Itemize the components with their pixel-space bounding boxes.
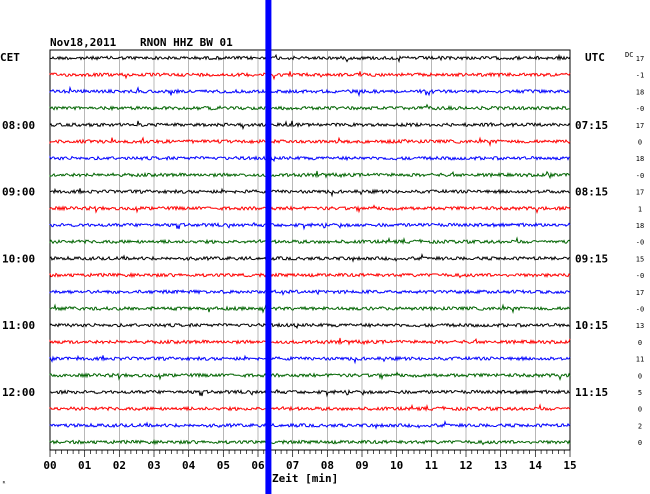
dc-value: -0 bbox=[636, 105, 644, 113]
dc-value: 0 bbox=[638, 406, 642, 414]
dc-value: 11 bbox=[636, 356, 644, 364]
plot-grid bbox=[49, 49, 571, 451]
left-time-label: 10:00 bbox=[2, 252, 35, 265]
dc-value: -1 bbox=[636, 72, 644, 80]
seismic-trace bbox=[49, 187, 571, 198]
x-tick-label: 06 bbox=[251, 459, 265, 472]
x-tick-label: 01 bbox=[78, 459, 92, 472]
right-time-label: 09:15 bbox=[575, 252, 608, 265]
dc-value: 2 bbox=[638, 422, 642, 430]
x-tick-label: 10 bbox=[390, 459, 403, 472]
seismic-trace bbox=[49, 136, 571, 147]
x-tick-label: 14 bbox=[529, 459, 543, 472]
seismic-trace bbox=[49, 155, 570, 163]
seismic-trace bbox=[49, 252, 571, 263]
x-tick-label: 12 bbox=[459, 459, 472, 472]
right-time-label: 11:15 bbox=[575, 386, 608, 399]
dc-offset-labels: 17 -1 18 -0 17 0 18 -0 17 1 18 -0 15 -0 17 -0 13 0 11 0 5 0 2 0 bbox=[636, 55, 644, 447]
seismic-trace bbox=[49, 337, 571, 346]
seismic-trace bbox=[49, 438, 571, 446]
seismic-trace bbox=[49, 302, 571, 314]
seismic-trace bbox=[49, 85, 571, 98]
seismic-trace bbox=[49, 53, 571, 64]
dc-value: -0 bbox=[636, 272, 644, 280]
dc-value: -0 bbox=[636, 306, 644, 314]
seismic-trace bbox=[49, 204, 571, 214]
corner-mark: ᴿ bbox=[2, 480, 6, 488]
right-time-label: 07:15 bbox=[575, 119, 608, 132]
time-marker bbox=[265, 0, 272, 494]
left-time-label: 12:00 bbox=[2, 386, 35, 399]
seismic-trace bbox=[49, 103, 571, 112]
seismic-trace bbox=[49, 271, 571, 279]
x-tick-label: 04 bbox=[182, 459, 196, 472]
trace-group bbox=[49, 53, 571, 446]
seismic-trace bbox=[49, 419, 571, 430]
x-tick-label: 05 bbox=[217, 459, 230, 472]
x-tick-label: 15 bbox=[563, 459, 576, 472]
x-axis: 00 01 02 03 04 05 06 07 08 09 10 11 12 13 14 15 bbox=[43, 450, 577, 472]
x-tick-label: 11 bbox=[425, 459, 439, 472]
seismic-trace bbox=[49, 322, 571, 330]
left-time-labels: 08:00 09:00 10:00 11:00 12:00 bbox=[2, 119, 35, 399]
x-tick-label: 08 bbox=[321, 459, 334, 472]
x-tick-label: 07 bbox=[286, 459, 299, 472]
station-label: RNON HHZ BW 01 bbox=[140, 36, 233, 49]
dc-value: 15 bbox=[636, 255, 644, 263]
dc-value: 17 bbox=[636, 289, 644, 297]
seismic-trace bbox=[49, 288, 571, 296]
dc-value: 18 bbox=[636, 88, 644, 96]
dc-value: 18 bbox=[636, 222, 644, 230]
left-zone-label: CET bbox=[0, 51, 20, 64]
dc-value: 1 bbox=[638, 205, 642, 213]
seismic-trace bbox=[49, 403, 571, 412]
seismic-trace bbox=[49, 120, 571, 131]
left-time-label: 09:00 bbox=[2, 186, 35, 199]
dc-label: DC bbox=[625, 51, 633, 59]
seismic-trace bbox=[49, 170, 571, 180]
x-tick-label: 00 bbox=[43, 459, 56, 472]
dc-value: 0 bbox=[638, 372, 642, 380]
seismic-trace bbox=[49, 71, 571, 81]
dc-value: 17 bbox=[636, 189, 644, 197]
seismic-trace bbox=[49, 371, 571, 381]
x-tick-label: 02 bbox=[113, 459, 126, 472]
dc-value: 0 bbox=[638, 439, 642, 447]
left-time-label: 11:00 bbox=[2, 319, 35, 332]
dc-value: 17 bbox=[636, 122, 644, 130]
x-tick-label: 03 bbox=[147, 459, 160, 472]
left-time-label: 08:00 bbox=[2, 119, 35, 132]
dc-value: 18 bbox=[636, 155, 644, 163]
dc-value: 0 bbox=[638, 139, 642, 147]
seismic-trace bbox=[49, 354, 571, 365]
dc-value: -0 bbox=[636, 239, 644, 247]
plot-frame bbox=[49, 49, 571, 451]
seismic-trace bbox=[49, 236, 571, 245]
dc-value: 5 bbox=[638, 389, 642, 397]
dc-value: 0 bbox=[638, 339, 642, 347]
x-tick-label: 13 bbox=[494, 459, 507, 472]
right-time-labels: 07:15 08:15 09:15 10:15 11:15 bbox=[575, 119, 608, 399]
dc-value: 13 bbox=[636, 322, 644, 330]
x-tick-label: 09 bbox=[355, 459, 368, 472]
seismic-trace bbox=[49, 221, 571, 231]
right-time-label: 08:15 bbox=[575, 186, 608, 199]
x-axis-label: Zeit [min] bbox=[272, 472, 338, 485]
dc-value: 17 bbox=[636, 55, 644, 63]
dc-value: -0 bbox=[636, 172, 644, 180]
right-time-label: 10:15 bbox=[575, 319, 608, 332]
right-zone-label: UTC bbox=[585, 51, 605, 64]
date-label: Nov18,2011 bbox=[50, 36, 117, 49]
seismic-trace bbox=[50, 388, 571, 398]
